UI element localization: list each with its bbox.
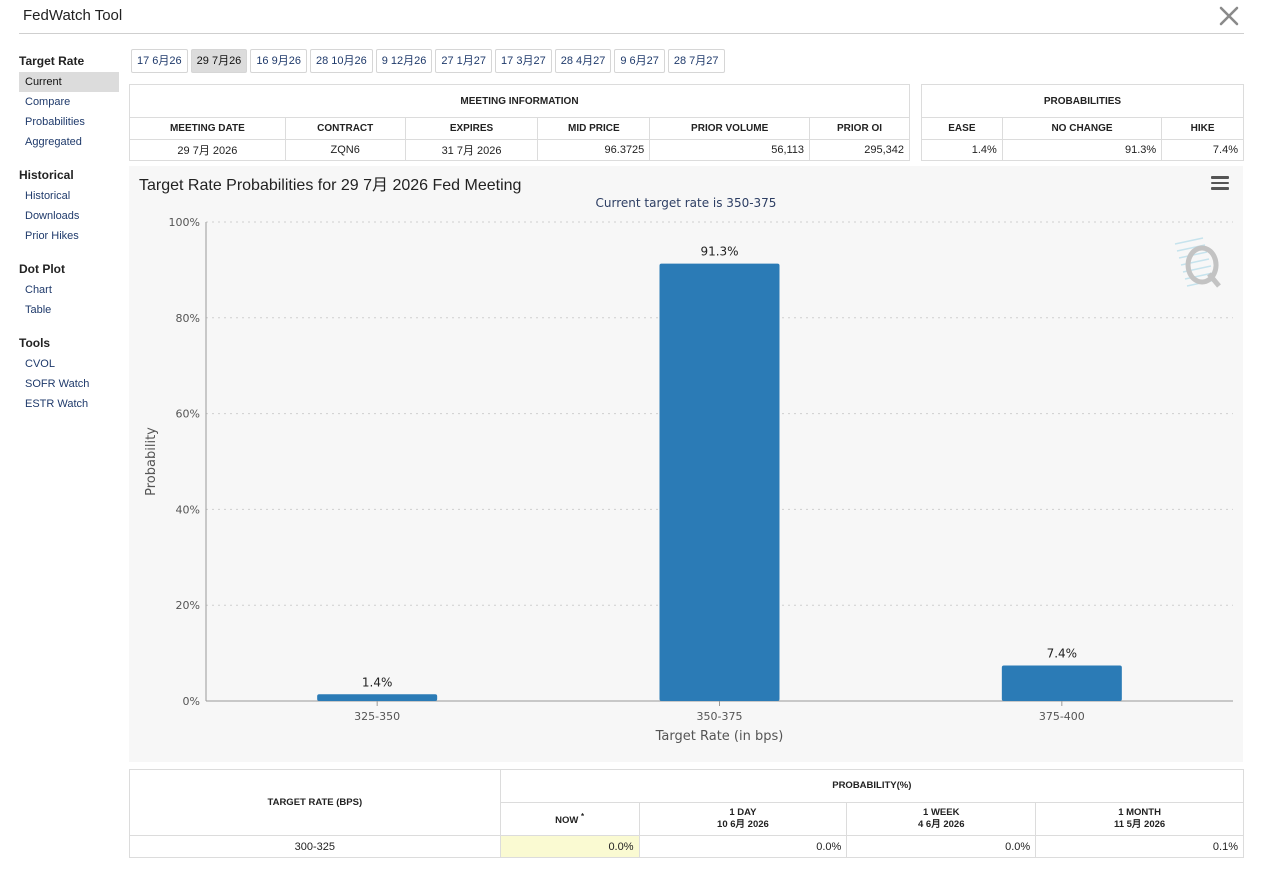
sidebar-heading: Target Rate — [19, 54, 85, 68]
column-header: EASE — [921, 117, 1003, 140]
y-tick-label: 40% — [176, 503, 200, 516]
sidebar-item-cvol[interactable]: CVOL — [25, 358, 55, 370]
x-tick-label: 375-400 — [1039, 710, 1085, 723]
column-header-1-month: 1 MONTH 11 5月 2026 — [1035, 802, 1244, 836]
meeting-info-heading: MEETING INFORMATION — [129, 84, 910, 118]
chart-menu-icon[interactable] — [1211, 176, 1229, 190]
meeting-date-tabs: 17 6月26 29 7月26 16 9月26 28 10月26 9 12月26 27 1… — [131, 49, 725, 73]
sidebar-item-sofr-watch[interactable]: SOFR Watch — [25, 378, 90, 390]
ease-cell: 1.4% — [921, 139, 1003, 161]
bar-data-label: 91.3% — [700, 245, 738, 259]
hike-cell: 7.4% — [1161, 139, 1244, 161]
sidebar-item-compare[interactable]: Compare — [25, 96, 71, 108]
meeting-info-table: MEETING INFORMATION MEETING DATE CONTRAC… — [129, 84, 910, 161]
x-tick-label: 350-375 — [697, 710, 743, 723]
column-header: MEETING DATE — [129, 117, 286, 140]
column-header: CONTRACT — [284, 117, 406, 140]
date-tab[interactable]: 9 6月27 — [614, 49, 665, 73]
date-tab[interactable]: 17 6月26 — [131, 49, 188, 73]
y-axis-title: Probability — [144, 427, 159, 496]
sidebar-heading: Tools — [19, 336, 51, 350]
bar-data-label: 1.4% — [362, 675, 393, 689]
probabilities-heading: PROBABILITIES — [921, 84, 1244, 118]
y-tick-label: 100% — [169, 216, 200, 229]
one-week-cell: 0.0% — [846, 835, 1037, 858]
bar-data-label: 7.4% — [1047, 647, 1078, 661]
y-tick-label: 0% — [183, 695, 200, 708]
sidebar-item-estr-watch[interactable]: ESTR Watch — [25, 398, 89, 410]
rate-probability-table: TARGET RATE (BPS) PROBABILITY(%) NOW * 1… — [129, 769, 1245, 858]
date-tab[interactable]: 28 10月26 — [309, 49, 373, 73]
one-day-cell: 0.0% — [638, 835, 848, 858]
y-tick-label: 20% — [176, 599, 200, 612]
date-tab[interactable]: 16 9月26 — [250, 49, 307, 73]
column-header-now: NOW * — [499, 802, 640, 836]
bar — [317, 694, 438, 701]
prior-volume-cell: 56,113 — [649, 139, 811, 161]
column-header: NO CHANGE — [1001, 117, 1163, 140]
table-row: 300-325 0.0% 0.0% 0.0% 0.1% — [129, 835, 1244, 858]
bar — [1001, 665, 1122, 701]
chart-subtitle: Current target rate is 350-375 — [595, 196, 777, 210]
sidebar-group: Tools CVOL SOFR Watch ESTR Watch — [19, 332, 119, 414]
x-axis-title: Target Rate (in bps) — [655, 729, 784, 744]
date-tab[interactable]: 28 7月27 — [667, 49, 725, 73]
column-header: PRIOR VOLUME — [649, 117, 811, 140]
now-cell: 0.0% — [499, 835, 640, 858]
no-change-cell: 91.3% — [1001, 139, 1163, 161]
column-header: EXPIRES — [404, 117, 539, 140]
date-tab[interactable]: 17 3月27 — [495, 49, 552, 73]
x-tick-label: 325-350 — [354, 710, 400, 723]
date-tab[interactable]: 29 7月26 — [190, 49, 248, 73]
probabilities-table: PROBABILITIES EASE NO CHANGE HIKE 1.4% 9… — [921, 84, 1244, 161]
probability-heading: PROBABILITY(%) — [499, 769, 1245, 803]
column-header-1-day: 1 DAY 10 6月 2026 — [638, 802, 848, 836]
chart-title: Target Rate Probabilities for 29 7月 2026… — [139, 177, 522, 194]
app-title: FedWatch Tool — [23, 7, 123, 24]
sidebar-item-aggregated[interactable]: Aggregated — [25, 136, 82, 148]
bar-chart: 0% 20% 40% 60% 80% 100% 1.4% 325-350 91.3% 350-37… — [144, 216, 1233, 744]
expires-cell: 31 7月 2026 — [404, 139, 539, 161]
chart-panel: Target Rate Probabilities for 29 7月 2026… — [129, 166, 1243, 762]
date-tab[interactable]: 28 4月27 — [554, 49, 612, 73]
column-header: MID PRICE — [537, 117, 651, 140]
close-icon[interactable] — [1218, 5, 1240, 27]
q-logo-icon — [1174, 237, 1221, 288]
y-tick-label: 60% — [176, 408, 200, 421]
header-bar: FedWatch Tool — [19, 0, 1244, 34]
sidebar-nav: Target Rate Current Compare Probabilities Ag… — [19, 50, 119, 426]
column-header-1-week: 1 WEEK 4 6月 2026 — [846, 802, 1037, 836]
date-tab[interactable]: 27 1月27 — [435, 49, 493, 73]
sidebar-group: Dot Plot Chart Table — [19, 258, 119, 320]
sidebar-item-prior-hikes[interactable]: Prior Hikes — [25, 230, 79, 242]
sidebar-item-chart[interactable]: Chart — [25, 284, 52, 296]
sidebar-heading: Historical — [19, 168, 74, 182]
sidebar-group: Target Rate Current Compare Probabilities Ag… — [19, 50, 119, 152]
mid-price-cell: 96.3725 — [537, 139, 651, 161]
column-header: HIKE — [1161, 117, 1244, 140]
target-rate-heading: TARGET RATE (BPS) — [129, 769, 501, 836]
sidebar-item-current[interactable]: Current — [19, 72, 119, 92]
meeting-date-cell: 29 7月 2026 — [129, 139, 286, 161]
column-header: PRIOR OI — [809, 117, 910, 140]
bar — [659, 263, 780, 701]
sidebar-item-historical[interactable]: Historical — [25, 190, 71, 202]
sidebar-group: Historical Historical Downloads Prior Hikes — [19, 164, 119, 246]
rate-cell: 300-325 — [129, 835, 501, 858]
sidebar-item-probabilities[interactable]: Probabilities — [25, 116, 85, 128]
one-month-cell: 0.1% — [1035, 835, 1244, 858]
sidebar-item-downloads[interactable]: Downloads — [25, 210, 80, 222]
sidebar-item-table[interactable]: Table — [25, 304, 52, 316]
y-tick-label: 80% — [176, 312, 200, 325]
prior-oi-cell: 295,342 — [809, 139, 910, 161]
date-tab[interactable]: 9 12月26 — [375, 49, 433, 73]
contract-cell: ZQN6 — [284, 139, 406, 161]
sidebar-heading: Dot Plot — [19, 262, 65, 276]
